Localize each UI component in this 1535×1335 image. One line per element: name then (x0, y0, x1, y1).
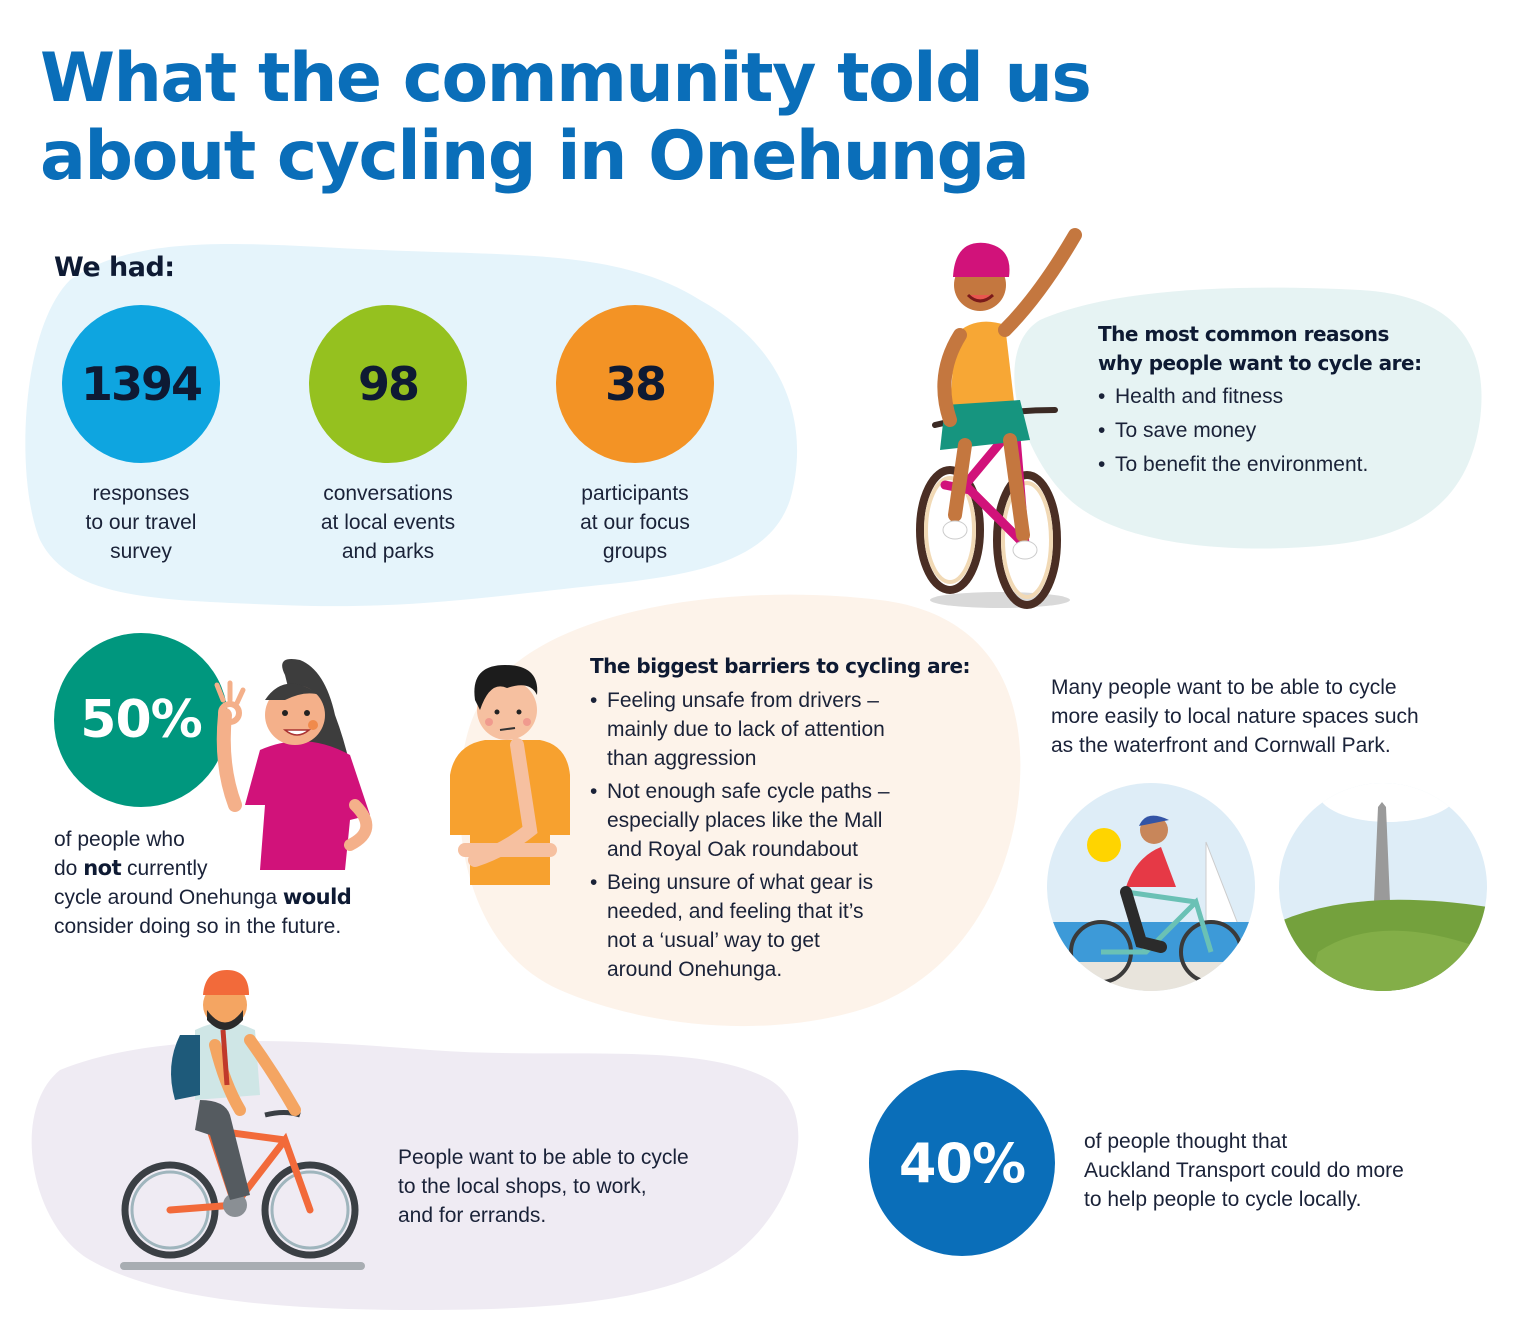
barrier-item: Not enough safe cycle paths – especially… (590, 777, 1010, 864)
caption-line: to our travel (85, 511, 197, 534)
caption-line: groups (602, 540, 668, 563)
caption-line: and parks (341, 540, 435, 563)
we-had-heading: We had: (54, 252, 175, 283)
caption-line: conversations (323, 482, 453, 505)
emphasis-not: not (83, 856, 122, 880)
title-line-1: What the community told us (40, 39, 1092, 118)
stat-caption-focus-groups: participants at our focus groups (525, 479, 745, 566)
description-line: cycle around Onehunga would (54, 883, 394, 912)
reasons-section: The most common reasons why people want … (1098, 320, 1498, 479)
barrier-item: Being unsure of what gear is needed, and… (590, 868, 1010, 984)
description-line: of people who (54, 828, 185, 851)
caption-line: responses (92, 482, 190, 505)
emphasis-would: would (282, 885, 352, 909)
stat-caption-conversations: conversations at local events and parks (278, 479, 498, 566)
waving-cyclist-illustration (916, 228, 1082, 609)
forty-percent-circle: 40% (869, 1070, 1055, 1256)
stat-value-conversations: 98 (357, 357, 420, 411)
description-line: of people thought that (1084, 1130, 1288, 1153)
commuter-cyclist-illustration (120, 970, 365, 1270)
description-line: do not currently (54, 854, 394, 883)
stat-value-focus-groups: 38 (604, 357, 667, 411)
thinking-man-illustration (450, 665, 570, 885)
errands-line: People want to be able to cycle (398, 1146, 689, 1169)
barrier-line: Being unsure of what gear is (607, 871, 874, 894)
barriers-heading: The biggest barriers to cycling are: (590, 654, 971, 678)
barriers-section: The biggest barriers to cycling are: Fee… (590, 652, 1010, 984)
barrier-line: not a ‘usual’ way to get (607, 929, 820, 952)
barrier-line: Feeling unsafe from drivers – (607, 689, 879, 712)
caption-line: survey (110, 540, 172, 563)
text-fragment: currently (121, 857, 208, 880)
forty-percent-value: 40% (898, 1131, 1026, 1195)
fifty-percent-description: of people who do not currently cycle aro… (54, 825, 394, 941)
cornwall-park-obelisk-illustration (1279, 783, 1487, 991)
description-line: Auckland Transport could do more (1084, 1159, 1404, 1182)
woman-ok-gesture-illustration (214, 659, 373, 870)
errands-line: and for errands. (398, 1204, 547, 1227)
reasons-heading-line-2: why people want to cycle are: (1098, 351, 1422, 375)
errands-description: People want to be able to cycle to the l… (398, 1143, 748, 1230)
barrier-line: mainly due to lack of attention (607, 718, 885, 741)
barriers-list: Feeling unsafe from drivers – mainly due… (590, 686, 1010, 984)
barrier-line: than aggression (607, 747, 757, 770)
stat-value-survey: 1394 (80, 357, 203, 411)
barrier-line: and Royal Oak roundabout (607, 838, 859, 861)
reason-item: To benefit the environment. (1098, 450, 1498, 479)
reasons-heading-line-1: The most common reasons (1098, 322, 1389, 346)
caption-line: at our focus (580, 511, 690, 534)
nature-line: more easily to local nature spaces such (1051, 705, 1419, 728)
caption-line: participants (581, 482, 689, 505)
forty-percent-description: of people thought that Auckland Transpor… (1084, 1127, 1504, 1214)
stat-circle-survey: 1394 (62, 305, 220, 463)
errands-line: to the local shops, to work, (398, 1175, 647, 1198)
barrier-item: Feeling unsafe from drivers – mainly due… (590, 686, 1010, 773)
description-line: to help people to cycle locally. (1084, 1188, 1362, 1211)
nature-line: as the waterfront and Cornwall Park. (1051, 734, 1391, 757)
reasons-heading: The most common reasons why people want … (1098, 320, 1498, 378)
fifty-percent-value: 50% (80, 690, 202, 750)
caption-line: at local events (320, 511, 456, 534)
text-fragment: do (54, 857, 84, 880)
reason-item: Health and fitness (1098, 382, 1498, 411)
text-fragment: cycle around Onehunga (54, 886, 283, 909)
fifty-percent-circle: 50% (54, 633, 228, 807)
waterfront-cyclist-illustration (1047, 783, 1255, 991)
nature-description: Many people want to be able to cycle mor… (1051, 673, 1491, 760)
stat-circle-conversations: 98 (309, 305, 467, 463)
barrier-line: needed, and feeling that it’s (607, 900, 864, 923)
barrier-line: around Onehunga. (607, 958, 783, 981)
title-line-2: about cycling in Onehunga (40, 117, 1030, 196)
barrier-line: Not enough safe cycle paths – (607, 780, 890, 803)
nature-line: Many people want to be able to cycle (1051, 676, 1397, 699)
reasons-list: Health and fitness To save money To bene… (1098, 382, 1498, 479)
reason-item: To save money (1098, 416, 1498, 445)
stat-circle-focus-groups: 38 (556, 305, 714, 463)
stat-caption-survey: responses to our travel survey (31, 479, 251, 566)
page-title: What the community told us about cycling… (40, 39, 1092, 196)
description-line: consider doing so in the future. (54, 915, 342, 938)
barrier-line: especially places like the Mall (607, 809, 883, 832)
